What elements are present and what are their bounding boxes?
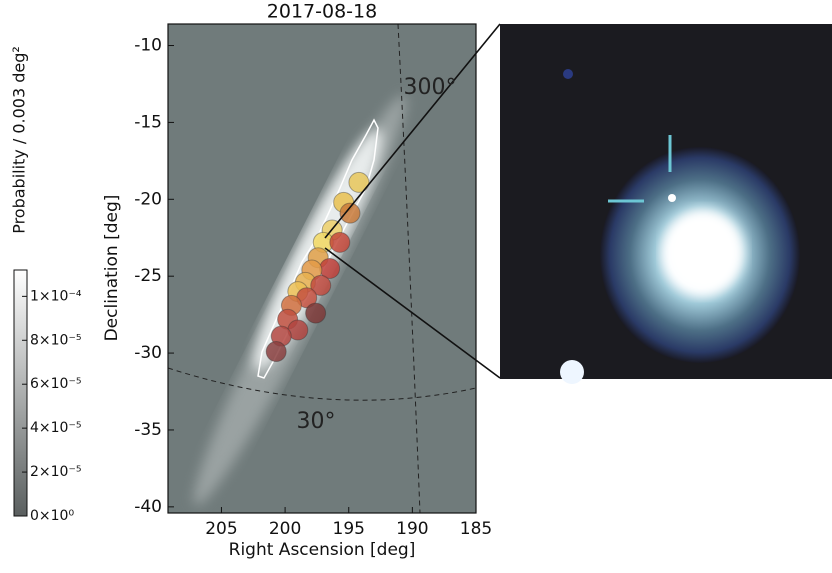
galaxy-point [305, 302, 327, 324]
annotation: 30° [297, 409, 336, 434]
x-tick-label: 195 [333, 519, 365, 539]
colorbar-label: Probability / 0.003 deg² [10, 46, 29, 234]
colorbar-tick-label: 8×10⁻⁵ [30, 332, 81, 348]
y-axis-label: Declination [deg] [102, 195, 122, 342]
connector [324, 247, 501, 379]
colorbar-tick-label: 0×10⁰ [30, 508, 74, 524]
colorbar-tick-label: 2×10⁻⁵ [30, 464, 81, 480]
x-tick-label: 205 [205, 519, 237, 539]
colorbar-tick-label: 6×10⁻⁵ [30, 376, 81, 392]
x-tick-label: 200 [269, 519, 301, 539]
grid-meridian [397, 24, 421, 513]
transient [668, 194, 676, 202]
galaxy-point [329, 231, 351, 253]
connector [324, 23, 501, 239]
galaxy-point [265, 341, 287, 363]
x-tick-label: 190 [396, 519, 428, 539]
points [265, 171, 370, 363]
y-tick-label: -30 [134, 343, 162, 363]
inset-image [500, 24, 832, 384]
chart-title: 2017-08-18 [267, 1, 377, 23]
x-axis-label: Right Ascension [deg] [229, 540, 416, 560]
y-tick-label: -25 [134, 266, 162, 286]
axes-frame [167, 23, 477, 514]
galaxy-point [348, 171, 370, 193]
y-tick-label: -20 [134, 189, 162, 209]
y-tick-label: -35 [134, 420, 162, 440]
colorbar-tick-label: 4×10⁻⁵ [30, 420, 81, 436]
galaxy-point [339, 202, 361, 224]
star [560, 360, 584, 384]
galaxy-core [664, 210, 744, 294]
colorbar-tick-label: 1×10⁻⁴ [30, 288, 82, 304]
galaxy-point [310, 274, 332, 296]
y-tick-label: -10 [134, 36, 162, 56]
star [563, 69, 573, 79]
y-tick-label: -40 [134, 497, 162, 517]
y-tick-label: -15 [134, 112, 162, 132]
annotation: 300° [404, 75, 457, 100]
colorbar [13, 269, 28, 517]
grid-parallel [168, 367, 476, 401]
x-tick-label: 185 [460, 519, 492, 539]
